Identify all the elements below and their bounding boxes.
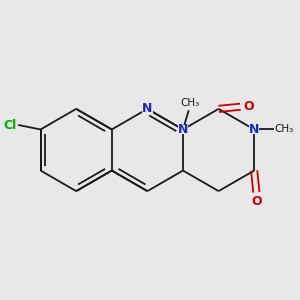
FancyBboxPatch shape <box>178 125 188 134</box>
Text: N: N <box>142 102 153 116</box>
Text: O: O <box>243 100 254 113</box>
FancyBboxPatch shape <box>142 105 152 113</box>
FancyBboxPatch shape <box>249 125 259 134</box>
Text: Cl: Cl <box>3 118 16 132</box>
Text: CH₃: CH₃ <box>275 124 294 134</box>
Text: N: N <box>249 123 260 136</box>
Text: N: N <box>178 123 188 136</box>
Text: O: O <box>251 195 262 208</box>
Text: CH₃: CH₃ <box>180 98 200 108</box>
